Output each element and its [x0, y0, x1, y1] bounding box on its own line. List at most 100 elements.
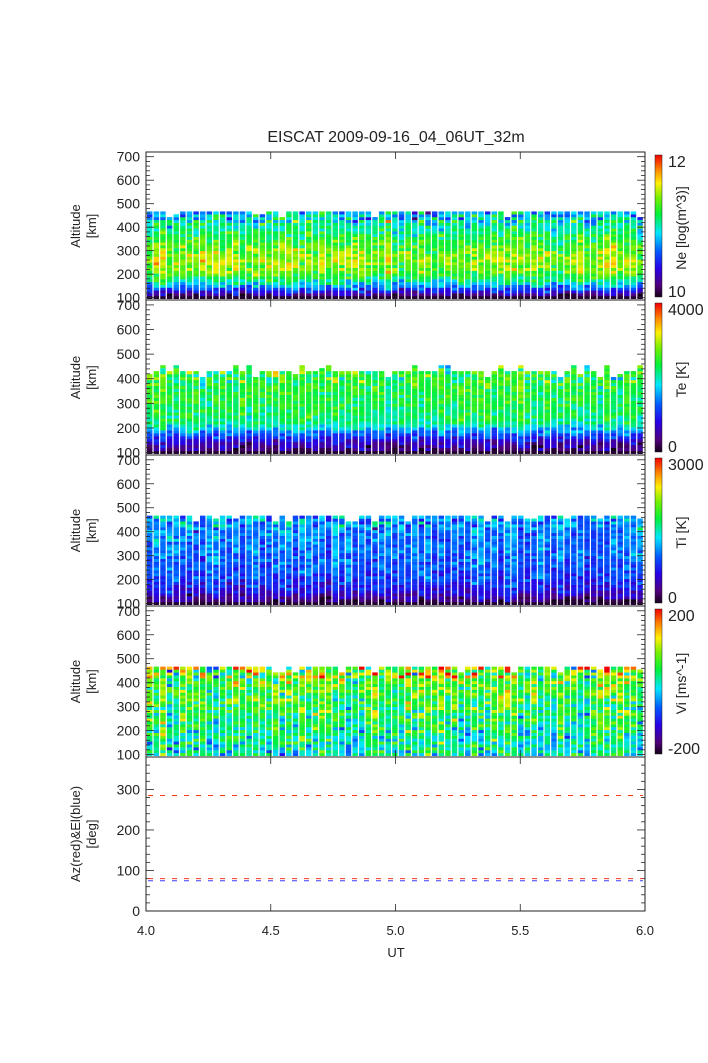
data-cell [438, 217, 444, 221]
data-cell [564, 371, 570, 375]
data-cell [630, 233, 637, 238]
data-cell [465, 409, 471, 413]
data-cell [438, 427, 444, 431]
data-cell [557, 253, 564, 257]
data-cell [590, 211, 597, 215]
data-column [518, 365, 524, 454]
data-cell [312, 377, 319, 381]
data-cell [153, 441, 160, 446]
data-cell [524, 248, 531, 252]
data-cell [279, 253, 285, 257]
data-cell [345, 409, 352, 413]
data-cell [325, 379, 332, 384]
data-cell [584, 228, 590, 232]
data-cell [253, 273, 259, 277]
data-cell [186, 379, 193, 384]
data-cell [299, 281, 305, 285]
data-cell [412, 296, 418, 300]
data-cell [484, 214, 491, 218]
data-cell [637, 290, 643, 294]
data-cell [398, 418, 405, 422]
data-cell [484, 388, 491, 392]
data-cell [385, 225, 391, 229]
data-cell [431, 279, 438, 283]
data-cell [332, 276, 338, 280]
data-cell [153, 424, 160, 428]
data-cell [365, 415, 372, 419]
data-cell [352, 222, 358, 226]
data-cell [272, 418, 279, 422]
data-cell [206, 228, 213, 232]
data-cell [180, 371, 186, 375]
data-cell [537, 222, 544, 226]
data-cell [352, 281, 358, 285]
data-cell [180, 217, 186, 221]
data-cell [504, 248, 511, 252]
data-cell [531, 279, 537, 283]
data-cell [186, 433, 193, 437]
data-cell [173, 587, 179, 591]
data-cell [332, 293, 338, 297]
data-cell [425, 265, 431, 269]
data-cell [352, 436, 358, 440]
data-cell [617, 245, 623, 249]
data-cell [385, 265, 391, 269]
data-cell [378, 231, 385, 235]
data-cell [398, 281, 405, 285]
data-cell [299, 450, 305, 454]
data-cell [345, 248, 352, 252]
data-cell [272, 256, 279, 260]
data-cell [624, 293, 630, 297]
data-cell [571, 436, 577, 440]
data-cell [511, 391, 517, 395]
data-cell [385, 284, 391, 288]
data-cell [193, 262, 199, 266]
data-cell [405, 290, 411, 294]
data-cell [504, 406, 511, 410]
data-cell [544, 379, 551, 384]
data-cell [345, 439, 352, 443]
data-cell [498, 233, 504, 238]
data-cell [597, 415, 604, 419]
data-cell [637, 293, 643, 297]
data-cell [491, 418, 498, 422]
data-cell [431, 287, 438, 291]
data-cell [372, 377, 378, 381]
data-column [498, 365, 504, 454]
data-cell [498, 290, 504, 294]
data-cell [471, 371, 478, 375]
data-cell [147, 576, 153, 580]
data-cell [312, 403, 319, 407]
data-cell [405, 262, 411, 266]
data-cell [617, 273, 623, 277]
data-cell [292, 391, 299, 395]
data-cell [226, 262, 232, 266]
data-cell [617, 296, 623, 300]
data-column [272, 371, 279, 454]
data-cell [206, 273, 213, 277]
data-cell [557, 211, 564, 215]
data-cell [319, 444, 325, 449]
data-cell [372, 447, 378, 452]
data-cell [200, 436, 206, 440]
data-cell [518, 259, 524, 263]
data-cell [630, 250, 637, 254]
data-cell [312, 273, 319, 277]
data-cell [292, 374, 299, 378]
data-cell [359, 293, 365, 297]
data-cell [160, 225, 166, 229]
data-cell [233, 214, 239, 218]
data-cell [279, 450, 285, 454]
data-cell [511, 262, 517, 266]
data-cell [292, 270, 299, 274]
data-cell [412, 409, 418, 413]
data-cell [617, 259, 623, 263]
data-cell [319, 388, 325, 392]
data-cell [577, 259, 584, 263]
data-cell [544, 385, 551, 390]
data-cell [147, 535, 153, 539]
data-cell [564, 273, 570, 277]
data-cell [451, 447, 458, 452]
data-cell [405, 236, 411, 240]
data-cell [537, 441, 544, 446]
